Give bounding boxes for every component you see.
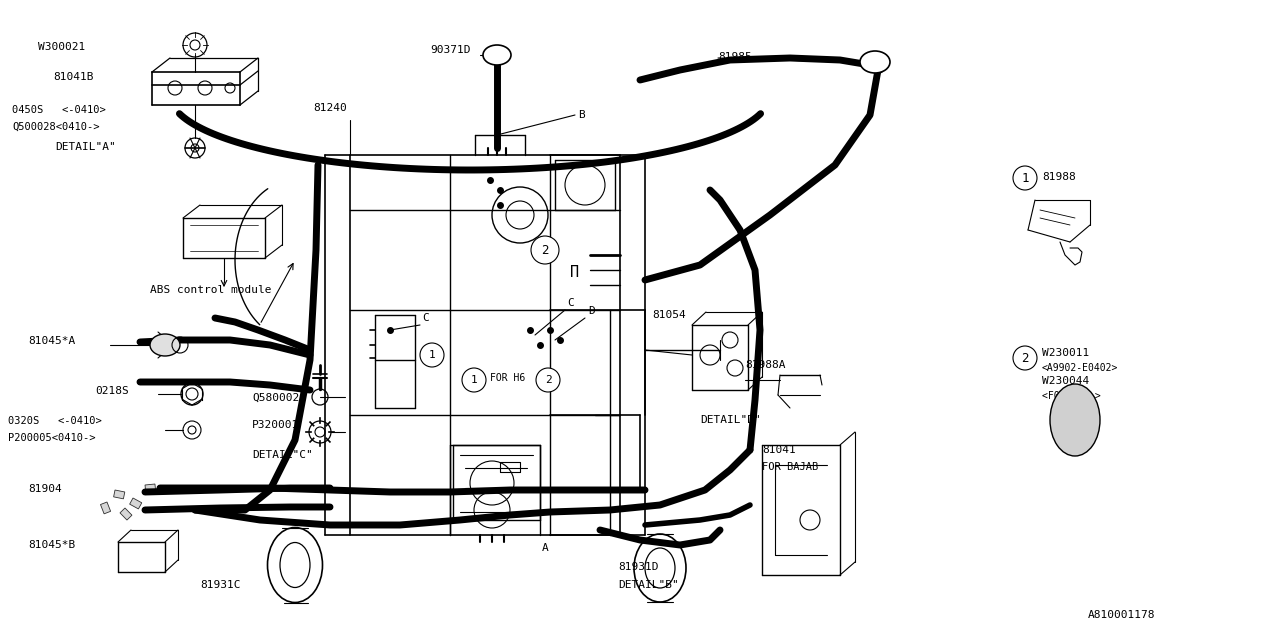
Text: П: П bbox=[570, 265, 579, 280]
Text: W230044: W230044 bbox=[1042, 376, 1089, 386]
Polygon shape bbox=[120, 508, 132, 520]
Text: 81240: 81240 bbox=[314, 103, 347, 113]
Polygon shape bbox=[114, 490, 125, 499]
Text: 81045*A: 81045*A bbox=[28, 336, 76, 346]
Text: W300021: W300021 bbox=[38, 42, 86, 52]
Text: 81985: 81985 bbox=[718, 52, 751, 62]
Polygon shape bbox=[100, 502, 110, 514]
Text: 81988: 81988 bbox=[1042, 172, 1075, 182]
Text: W230011: W230011 bbox=[1042, 348, 1089, 358]
Text: FOR BAJAB: FOR BAJAB bbox=[762, 462, 818, 472]
Text: Q580002: Q580002 bbox=[252, 393, 300, 403]
Text: <A9902-E0402>: <A9902-E0402> bbox=[1042, 363, 1119, 373]
Circle shape bbox=[531, 236, 559, 264]
Ellipse shape bbox=[150, 334, 180, 356]
Text: A: A bbox=[541, 543, 548, 553]
Text: 1: 1 bbox=[429, 350, 435, 360]
Text: <F0403-  >: <F0403- > bbox=[1042, 391, 1101, 401]
Polygon shape bbox=[129, 498, 142, 509]
Text: 81931C: 81931C bbox=[200, 580, 241, 590]
Text: 81041: 81041 bbox=[762, 445, 796, 455]
Text: P200005<0410->: P200005<0410-> bbox=[8, 433, 96, 443]
Text: 2: 2 bbox=[1021, 351, 1029, 365]
Ellipse shape bbox=[483, 45, 511, 65]
Circle shape bbox=[1012, 166, 1037, 190]
Circle shape bbox=[1012, 346, 1037, 370]
Text: ABS control module: ABS control module bbox=[150, 285, 271, 295]
Text: 1: 1 bbox=[471, 375, 477, 385]
Text: DETAIL"C": DETAIL"C" bbox=[252, 450, 312, 460]
Text: 1: 1 bbox=[1021, 172, 1029, 184]
Circle shape bbox=[536, 368, 561, 392]
Text: DETAIL"A": DETAIL"A" bbox=[55, 142, 115, 152]
Text: P320001: P320001 bbox=[252, 420, 300, 430]
Text: D: D bbox=[588, 306, 595, 316]
Text: 90371D: 90371D bbox=[430, 45, 471, 55]
Text: 81045*B: 81045*B bbox=[28, 540, 76, 550]
Text: 81931D: 81931D bbox=[618, 562, 658, 572]
Text: 81988A: 81988A bbox=[745, 360, 786, 370]
Polygon shape bbox=[145, 484, 156, 492]
Text: 0450S   <-0410>: 0450S <-0410> bbox=[12, 105, 106, 115]
Text: A810001178: A810001178 bbox=[1088, 610, 1155, 620]
Text: C: C bbox=[567, 298, 573, 308]
Text: 2: 2 bbox=[544, 375, 552, 385]
Text: 0320S   <-0410>: 0320S <-0410> bbox=[8, 416, 101, 426]
Ellipse shape bbox=[1050, 384, 1100, 456]
Text: C: C bbox=[422, 313, 429, 323]
Text: Q500028<0410->: Q500028<0410-> bbox=[12, 122, 100, 132]
Text: B: B bbox=[579, 110, 585, 120]
Text: FOR H6: FOR H6 bbox=[490, 373, 525, 383]
Text: DETAIL"D": DETAIL"D" bbox=[700, 415, 760, 425]
Text: 81041B: 81041B bbox=[52, 72, 93, 82]
Text: DETAIL"B": DETAIL"B" bbox=[618, 580, 678, 590]
Text: 81054: 81054 bbox=[652, 310, 686, 320]
Ellipse shape bbox=[860, 51, 890, 73]
Text: 2: 2 bbox=[541, 243, 549, 257]
Text: 81904: 81904 bbox=[28, 484, 61, 494]
Circle shape bbox=[462, 368, 486, 392]
Circle shape bbox=[420, 343, 444, 367]
Text: 0218S: 0218S bbox=[95, 386, 129, 396]
